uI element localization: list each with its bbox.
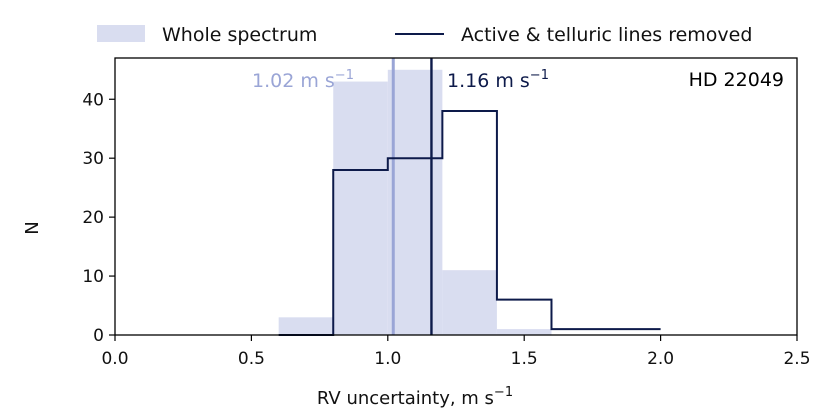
y-tick-label: 0 (93, 326, 104, 346)
whole-spectrum-bars (278, 69, 552, 336)
legend-swatch-whole-spectrum (97, 25, 145, 42)
y-tick-label: 30 (82, 149, 104, 169)
lines-removed-step-outline (278, 110, 661, 336)
x-tick-label: 2.5 (783, 349, 810, 369)
legend: Whole spectrum Active & telluric lines r… (97, 24, 752, 46)
y-axis-ticks: 0 10 20 30 40 (82, 90, 115, 346)
axes-frame (114, 57, 798, 336)
whole-spectrum-bar (442, 270, 497, 335)
whole-spectrum-bar (333, 81, 388, 336)
legend-label-whole-spectrum: Whole spectrum (162, 24, 317, 46)
x-tick-label: 2.0 (647, 349, 674, 369)
y-tick-label: 10 (82, 267, 104, 287)
x-tick-label: 1.0 (374, 349, 401, 369)
x-tick-label: 0.5 (238, 349, 265, 369)
whole-spectrum-bar (387, 69, 443, 335)
x-axis-label: RV uncertainty, m s−1 (317, 385, 513, 409)
x-tick-label: 0.0 (101, 349, 128, 369)
y-tick-label: 40 (82, 90, 104, 110)
whole-spectrum-bar (496, 329, 552, 335)
whole-spectrum-bar (278, 317, 334, 335)
star-name-annotation: HD 22049 (689, 69, 784, 91)
median-label-whole-spectrum: 1.02 m s−1 (252, 68, 354, 92)
y-tick-label: 20 (82, 208, 104, 228)
y-axis-label: N (22, 221, 43, 234)
legend-label-lines-removed: Active & telluric lines removed (461, 24, 752, 46)
x-axis-ticks: 0.0 0.5 1.0 1.5 2.0 2.5 (101, 335, 811, 369)
median-lines (391, 58, 433, 335)
x-tick-label: 1.5 (511, 349, 538, 369)
median-label-lines-removed: 1.16 m s−1 (447, 68, 549, 92)
